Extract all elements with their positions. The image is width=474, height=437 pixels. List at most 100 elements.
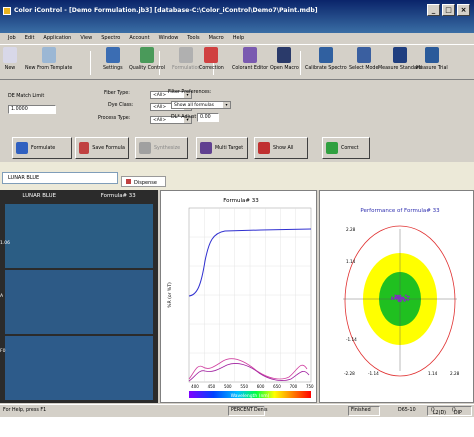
process-type-select[interactable]: <All> ▾ bbox=[150, 116, 192, 124]
toolbar-button[interactable]: Measure Trial bbox=[416, 47, 448, 71]
toolbar-icon bbox=[277, 47, 292, 63]
action-icon bbox=[139, 142, 151, 154]
fiber-type-label: Fiber Type: bbox=[104, 91, 130, 96]
trial-point bbox=[398, 300, 400, 303]
de-match-field[interactable]: 1.0000 bbox=[8, 105, 56, 114]
toolbar-button[interactable]: Correction bbox=[199, 47, 224, 71]
trial-point bbox=[399, 294, 401, 297]
trial-point bbox=[397, 298, 400, 300]
action-icon bbox=[326, 142, 338, 154]
fiber-type-value: <All> bbox=[153, 93, 167, 98]
toolbar-button[interactable]: New bbox=[3, 47, 17, 71]
blank-area bbox=[0, 417, 474, 437]
toolbar-icon bbox=[179, 47, 194, 63]
toolbar-button[interactable]: Settings bbox=[103, 47, 123, 71]
action-button[interactable]: Formulate bbox=[12, 137, 72, 159]
action-button[interactable]: Synthesize bbox=[135, 137, 188, 159]
close-button[interactable]: × bbox=[457, 4, 470, 16]
status-state: Finished bbox=[351, 408, 371, 413]
toolbar-button-label: Open Macro bbox=[270, 66, 299, 71]
toolbar-button-label: Calibrate Spectro bbox=[305, 66, 347, 71]
toolbar-button-label: Colorant Editor bbox=[232, 66, 269, 71]
toolbar-button[interactable]: Quality Control bbox=[129, 47, 165, 71]
formula-name: Formula# 33 bbox=[100, 193, 136, 199]
spectral-x-tick: 550 bbox=[240, 384, 248, 389]
toolbar-icon bbox=[424, 47, 439, 63]
spectral-x-tick: 500 bbox=[224, 384, 232, 389]
filter-preferences-select[interactable]: Show all formulas ▾ bbox=[171, 101, 231, 109]
dl-adjust-field[interactable]: 0.00 bbox=[197, 113, 219, 122]
action-button-label: Formulate bbox=[31, 145, 56, 151]
toolbar-button[interactable]: New From Template bbox=[25, 47, 72, 71]
performance-chart-title: Performance of Formula# 33 bbox=[360, 208, 440, 214]
menu-item[interactable]: View bbox=[80, 35, 93, 41]
action-button[interactable]: Multi Target bbox=[196, 137, 248, 159]
status-illuminant: D65-10 bbox=[398, 408, 416, 413]
filter-preferences-label: Filter Preferences: bbox=[168, 90, 212, 95]
action-button[interactable]: Correct bbox=[322, 137, 370, 159]
spectral-ylabel: %R (or %T) bbox=[167, 282, 173, 308]
dispense-tab[interactable]: Dispense bbox=[121, 176, 166, 187]
trial-point bbox=[406, 295, 409, 298]
trial-point bbox=[397, 294, 400, 297]
swatch-tick: F0 bbox=[0, 349, 6, 354]
toolbar-button[interactable]: Select Mode bbox=[349, 47, 378, 71]
performance-y-tick: 2.28 bbox=[346, 227, 356, 232]
status-units: PERCENT bbox=[231, 408, 253, 413]
toolbar-button[interactable]: Colorant Editor bbox=[232, 47, 268, 71]
title-bar: Color iControl - [Demo Formulation.jb3] … bbox=[0, 0, 474, 33]
toolbar-button[interactable]: Open Macro bbox=[270, 47, 299, 71]
toolbar-button-label: New bbox=[4, 66, 16, 71]
maximize-button[interactable]: □ bbox=[442, 4, 455, 16]
toolbar-icon bbox=[318, 47, 333, 63]
trial-swatch bbox=[5, 270, 153, 334]
status-help: For Help, press F1 bbox=[3, 408, 47, 413]
menu-item[interactable]: Window bbox=[158, 35, 179, 41]
trial-point bbox=[402, 297, 405, 299]
action-button[interactable]: Show All bbox=[254, 137, 308, 159]
spectral-x-tick: 600 bbox=[257, 384, 265, 389]
menu-item[interactable]: Tools bbox=[187, 35, 200, 41]
performance-y-tick: 1.14 bbox=[346, 259, 356, 264]
app-logo-icon bbox=[3, 7, 11, 15]
menu-item[interactable]: Job bbox=[8, 35, 16, 41]
toolbar-button-label: Settings bbox=[103, 66, 123, 71]
toolbar-button-label: Measure Standard bbox=[378, 66, 422, 71]
dispense-tab-label: Dispense bbox=[134, 180, 157, 186]
spectral-chart-panel: Formula# 33 %R (or %T) Wavelength (nm) 4… bbox=[160, 190, 317, 403]
status-state-box bbox=[348, 406, 380, 416]
spectral-grid bbox=[189, 208, 311, 382]
trial-point bbox=[404, 299, 407, 301]
spectral-xlabel: Wavelength (nm) bbox=[231, 393, 270, 399]
toolbar-button[interactable]: Measure Standard bbox=[378, 47, 422, 71]
dl-adjust-label: DL* Adjust bbox=[171, 115, 197, 120]
performance-chart-panel: Performance of Formula# 33 2.28 1.14 -1.14… bbox=[319, 190, 474, 403]
status-mode-box bbox=[427, 406, 472, 416]
action-button-label: Show All bbox=[273, 145, 294, 151]
swatch-tick: 1.06 bbox=[0, 241, 11, 246]
performance-y-tick: -1.14 bbox=[346, 337, 357, 342]
fiber-type-select[interactable]: <All> ▾ bbox=[150, 91, 192, 99]
bottom-swatch bbox=[5, 336, 153, 400]
toolbar-button[interactable]: Calibrate Spectro bbox=[305, 47, 347, 71]
menu-item[interactable]: Spectro bbox=[101, 35, 121, 41]
toolbar-separator bbox=[213, 51, 214, 75]
menu-item[interactable]: Application bbox=[43, 35, 72, 41]
action-button-label: Multi Target bbox=[215, 145, 244, 151]
status-mode-value: DIP bbox=[453, 411, 462, 416]
chevron-down-icon: ▾ bbox=[184, 117, 191, 123]
toolbar-button[interactable]: Formulation bbox=[172, 47, 201, 71]
toolbar-icon bbox=[356, 47, 371, 63]
spectral-x-tick: 450 bbox=[208, 384, 216, 389]
menu-item[interactable]: Account bbox=[129, 35, 150, 41]
menu-item[interactable]: Edit bbox=[24, 35, 35, 41]
toolbar-button-label: Measure Trial bbox=[416, 66, 448, 71]
action-button[interactable]: Save Formula bbox=[75, 137, 129, 159]
performance-x-tick: -2.28 bbox=[344, 371, 355, 376]
job-tab[interactable]: LUNAR BLUE bbox=[2, 172, 118, 184]
action-icon bbox=[16, 142, 28, 154]
menu-item[interactable]: Help bbox=[232, 35, 245, 41]
minimize-button[interactable]: _ bbox=[427, 4, 440, 16]
toolbar: New New From Template Settings Quality Cont… bbox=[0, 44, 474, 80]
menu-item[interactable]: Macro bbox=[208, 35, 224, 41]
